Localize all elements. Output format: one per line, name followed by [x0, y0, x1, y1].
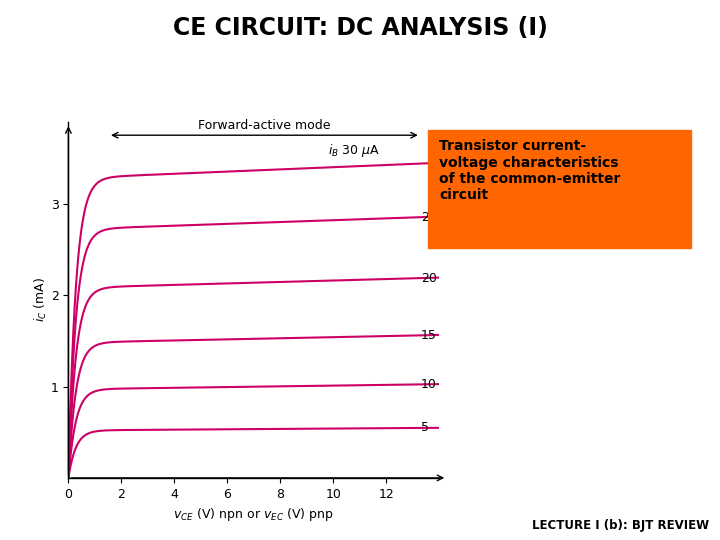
X-axis label: $v_{CE}$ (V) npn or $v_{EC}$ (V) pnp: $v_{CE}$ (V) npn or $v_{EC}$ (V) pnp: [174, 506, 334, 523]
Text: 25: 25: [420, 211, 436, 224]
Text: Transistor current-
voltage characteristics
of the common-emitter
circuit: Transistor current- voltage characterist…: [439, 139, 621, 202]
Text: LECTURE I (b): BJT REVIEW: LECTURE I (b): BJT REVIEW: [532, 519, 709, 532]
Text: CE CIRCUIT: DC ANALYSIS (I): CE CIRCUIT: DC ANALYSIS (I): [173, 16, 547, 40]
Text: Forward-active mode: Forward-active mode: [198, 119, 330, 132]
Text: 20: 20: [420, 272, 436, 285]
Text: 10: 10: [420, 378, 436, 391]
Text: 5: 5: [420, 421, 428, 435]
Text: 15: 15: [420, 329, 436, 342]
Text: $i_B$ 30 $\mu$A: $i_B$ 30 $\mu$A: [328, 141, 380, 159]
Y-axis label: $i_C$ (mA): $i_C$ (mA): [33, 277, 50, 322]
